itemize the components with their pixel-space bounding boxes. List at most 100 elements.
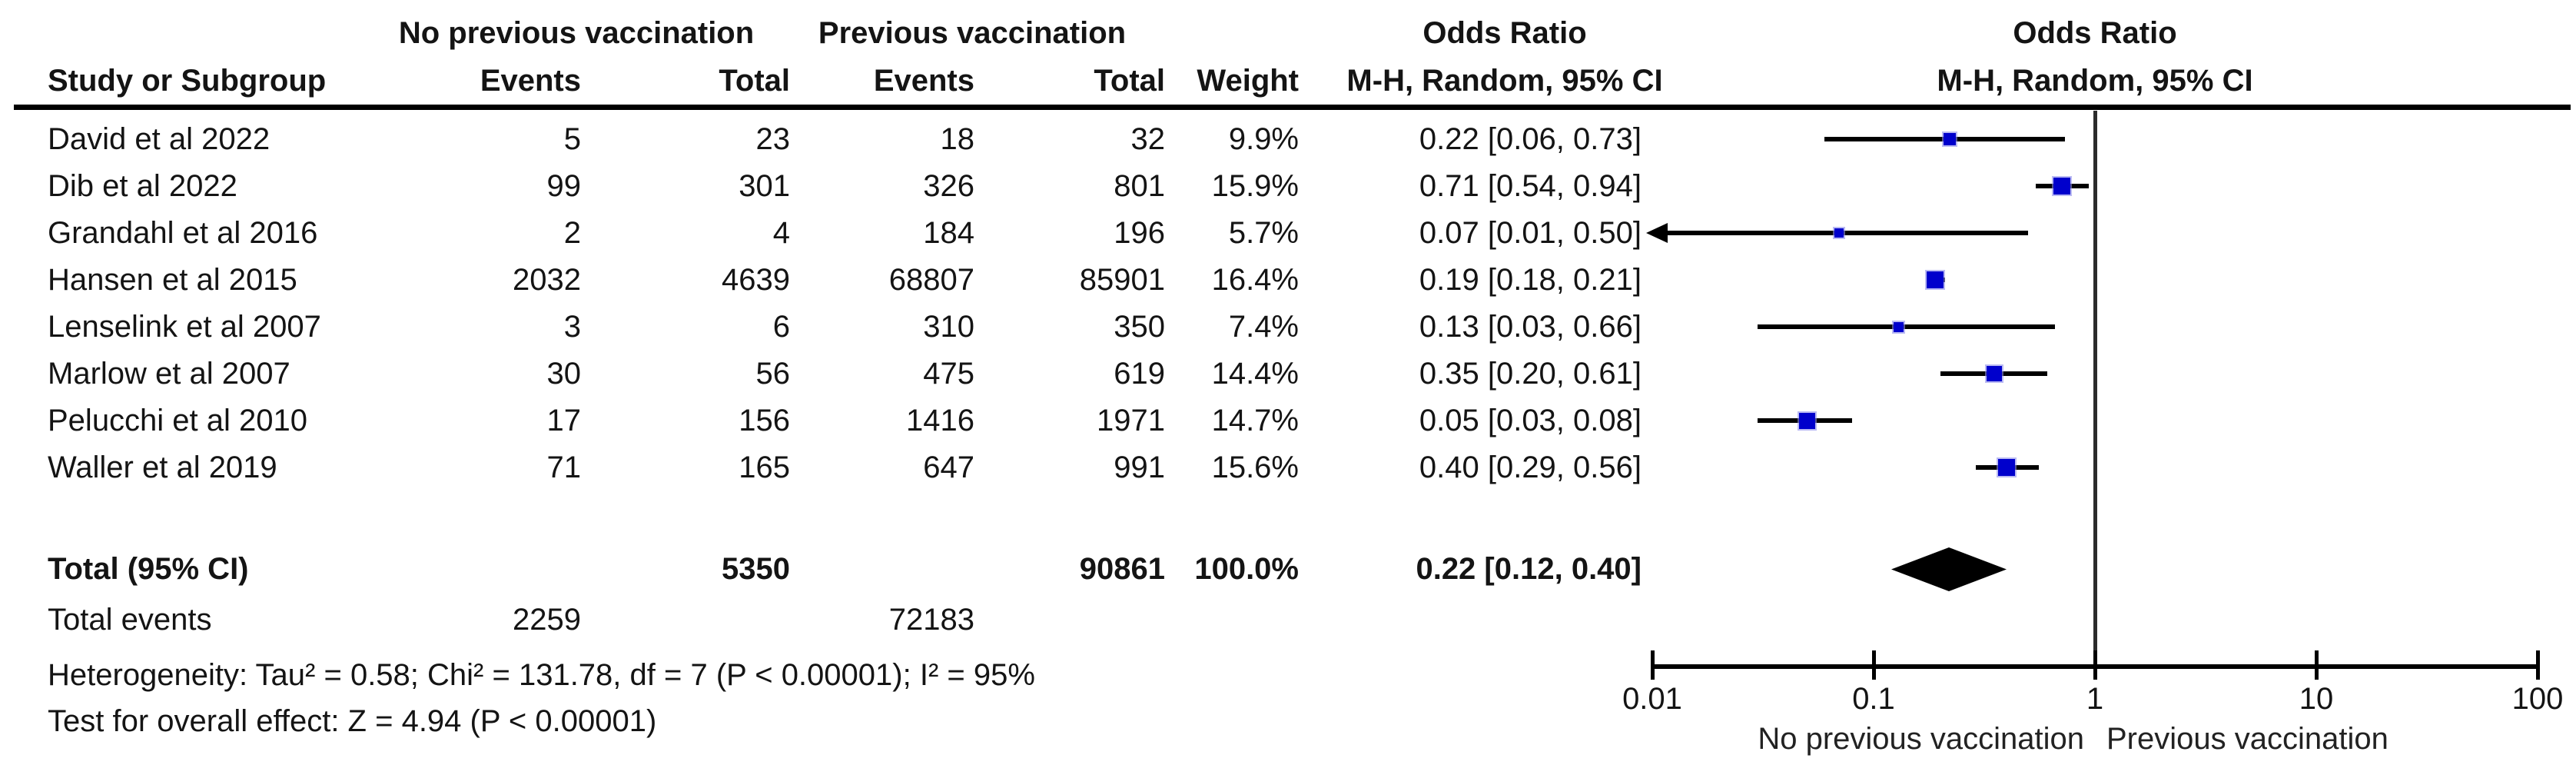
total-prev: 350 bbox=[1114, 310, 1165, 344]
events-no-prev: 2 bbox=[563, 216, 581, 250]
x-axis-tick-label: 10 bbox=[2299, 682, 2334, 716]
weight: 5.7% bbox=[1228, 216, 1299, 250]
weight: 9.9% bbox=[1228, 122, 1299, 156]
total-events-prev: 72183 bbox=[888, 603, 974, 637]
col-header-study: Study or Subgroup bbox=[48, 64, 327, 98]
weight: 15.6% bbox=[1211, 451, 1299, 484]
total-prev: 85901 bbox=[1079, 263, 1165, 297]
total-no-prev: 23 bbox=[755, 122, 791, 156]
total-prev: 196 bbox=[1114, 216, 1165, 250]
study-name: Marlow et al 2007 bbox=[48, 357, 290, 391]
col-header-weight: Weight bbox=[1197, 64, 1299, 98]
events-no-prev: 17 bbox=[546, 404, 582, 437]
total-no-prev: 56 bbox=[755, 357, 791, 391]
total-prev: 90861 bbox=[1079, 552, 1165, 586]
total-prev: 801 bbox=[1114, 169, 1165, 203]
events-prev: 310 bbox=[923, 310, 974, 344]
total-no-prev: 6 bbox=[772, 310, 790, 344]
study-name: Waller et al 2019 bbox=[48, 451, 277, 484]
or-square bbox=[1927, 271, 1944, 288]
x-axis-tick-label: 0.1 bbox=[1852, 682, 1895, 716]
events-no-prev: 5 bbox=[563, 122, 581, 156]
or-square bbox=[2053, 178, 2070, 195]
header-rule bbox=[14, 105, 2571, 110]
total-prev: 1971 bbox=[1097, 404, 1165, 437]
or-ci-value: 0.71 [0.54, 0.94] bbox=[1419, 169, 1642, 203]
weight: 7.4% bbox=[1228, 310, 1299, 344]
col-header-events2: Events bbox=[873, 64, 974, 98]
x-axis-tick bbox=[1872, 650, 1876, 680]
total-no-prev: 156 bbox=[739, 404, 790, 437]
x-axis-tick bbox=[2536, 650, 2540, 680]
or-ci-value: 0.40 [0.29, 0.56] bbox=[1419, 451, 1642, 484]
or-square bbox=[1799, 413, 1815, 429]
col-header-or-ci: M-H, Random, 95% CI bbox=[1346, 64, 1663, 98]
events-no-prev: 99 bbox=[546, 169, 582, 203]
total-no-prev: 301 bbox=[739, 169, 790, 203]
weight: 14.7% bbox=[1211, 404, 1299, 437]
events-prev: 184 bbox=[923, 216, 974, 250]
ci-line bbox=[1661, 231, 2029, 235]
study-name: Grandahl et al 2016 bbox=[48, 216, 318, 250]
col-header-total2: Total bbox=[1094, 64, 1165, 98]
events-prev: 475 bbox=[923, 357, 974, 391]
or-square bbox=[1834, 228, 1844, 238]
total-no-prev: 165 bbox=[739, 451, 790, 484]
weight: 14.4% bbox=[1211, 357, 1299, 391]
group-header-previous-vaccination: Previous vaccination bbox=[818, 16, 1127, 50]
group-header-no-previous-vaccination: No previous vaccination bbox=[398, 16, 755, 50]
events-prev: 1416 bbox=[906, 404, 974, 437]
plot-subtitle: M-H, Random, 95% CI bbox=[1937, 64, 2253, 98]
weight: 16.4% bbox=[1211, 263, 1299, 297]
total-prev: 619 bbox=[1114, 357, 1165, 391]
total-no-prev: 4639 bbox=[722, 263, 790, 297]
x-axis-tick bbox=[2093, 650, 2097, 680]
ci-line bbox=[1758, 324, 2056, 329]
or-square bbox=[1894, 322, 1904, 332]
or-ci-value: 0.13 [0.03, 0.66] bbox=[1419, 310, 1642, 344]
total-label: Total (95% CI) bbox=[48, 552, 249, 586]
events-prev: 18 bbox=[940, 122, 975, 156]
study-name: Dib et al 2022 bbox=[48, 169, 237, 203]
total-prev: 991 bbox=[1114, 451, 1165, 484]
events-prev: 647 bbox=[923, 451, 974, 484]
total-prev: 32 bbox=[1130, 122, 1166, 156]
direction-label-right: Previous vaccination bbox=[2106, 722, 2388, 756]
total-no-prev: 5350 bbox=[722, 552, 790, 586]
col-header-events1: Events bbox=[480, 64, 581, 98]
ci-arrow-left-icon bbox=[1646, 223, 1668, 243]
or-square bbox=[1998, 459, 2015, 476]
total-events-label: Total events bbox=[48, 603, 212, 637]
events-no-prev: 71 bbox=[546, 451, 582, 484]
heterogeneity-text: Heterogeneity: Tau² = 0.58; Chi² = 131.7… bbox=[48, 658, 1035, 692]
pooled-diamond bbox=[1891, 547, 2007, 591]
study-name: Hansen et al 2015 bbox=[48, 263, 297, 297]
col-header-total1: Total bbox=[719, 64, 790, 98]
study-name: Pelucchi et al 2010 bbox=[48, 404, 308, 437]
or-square bbox=[1987, 366, 2002, 381]
or-ci-value: 0.05 [0.03, 0.08] bbox=[1419, 404, 1642, 437]
total-events-no-prev: 2259 bbox=[513, 603, 581, 637]
events-no-prev: 2032 bbox=[513, 263, 581, 297]
plot-title: Odds Ratio bbox=[2013, 16, 2177, 50]
study-name: Lenselink et al 2007 bbox=[48, 310, 321, 344]
x-axis-tick-label: 100 bbox=[2511, 682, 2564, 716]
x-axis-tick-label: 0.01 bbox=[1622, 682, 1682, 716]
or-ci-value: 0.19 [0.18, 0.21] bbox=[1419, 263, 1642, 297]
or-ci-value: 0.35 [0.20, 0.61] bbox=[1419, 357, 1642, 391]
or-column-title: Odds Ratio bbox=[1422, 16, 1587, 50]
direction-label-left: No previous vaccination bbox=[1758, 722, 2084, 756]
events-no-prev: 30 bbox=[546, 357, 582, 391]
x-axis-tick bbox=[1651, 650, 1655, 680]
study-name: David et al 2022 bbox=[48, 122, 271, 156]
total-or-ci: 0.22 [0.12, 0.40] bbox=[1416, 552, 1642, 586]
no-effect-line bbox=[2093, 111, 2097, 666]
x-axis-tick bbox=[2315, 650, 2319, 680]
or-ci-value: 0.07 [0.01, 0.50] bbox=[1419, 216, 1642, 250]
weight: 15.9% bbox=[1211, 169, 1299, 203]
total-weight: 100.0% bbox=[1194, 552, 1299, 586]
events-prev: 326 bbox=[923, 169, 974, 203]
overall-effect-text: Test for overall effect: Z = 4.94 (P < 0… bbox=[48, 704, 657, 738]
x-axis-tick-label: 1 bbox=[2086, 682, 2104, 716]
